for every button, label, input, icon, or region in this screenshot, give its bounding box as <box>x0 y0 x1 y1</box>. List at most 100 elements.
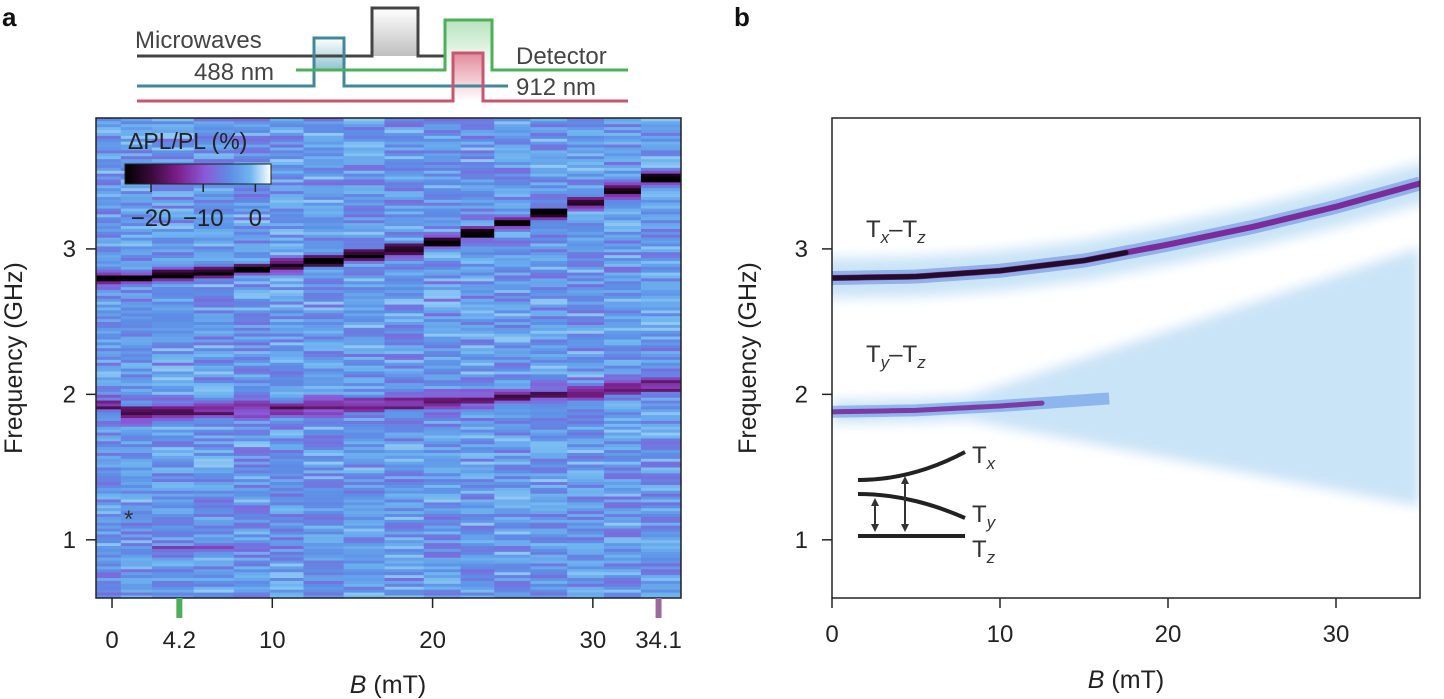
heatmap-cell <box>604 362 642 366</box>
heatmap-cell <box>96 391 122 395</box>
heatmap-cell <box>604 211 642 215</box>
heatmap-cell <box>460 286 495 291</box>
heatmap-cell <box>193 295 235 299</box>
heatmap-cell <box>384 286 425 291</box>
heatmap-cell <box>460 362 495 366</box>
heatmap-cell <box>233 321 271 325</box>
heatmap-cell <box>530 382 568 387</box>
heatmap-cell <box>604 339 642 343</box>
heatmap-cell <box>343 379 385 384</box>
heatmap-cell <box>193 388 235 392</box>
heatmap-cell <box>152 475 195 480</box>
heatmap-cell <box>460 493 495 497</box>
heatmap-cell <box>494 344 531 349</box>
heatmap-cell <box>303 362 345 366</box>
heatmap-cell <box>604 542 642 547</box>
heatmap-cell <box>423 371 462 375</box>
heatmap-cell <box>343 496 385 500</box>
heatmap-cell <box>460 554 495 558</box>
heatmap-cell <box>152 583 195 587</box>
heatmap-cell <box>343 464 385 468</box>
heatmap-cell <box>303 382 345 387</box>
heatmap-cell <box>567 376 605 381</box>
heatmap-cell <box>460 208 495 212</box>
heatmap-cell <box>303 589 345 593</box>
heatmap-cell <box>604 286 642 291</box>
heatmap-cell <box>96 414 122 419</box>
heatmap-cell <box>384 251 425 256</box>
heatmap-cell <box>152 397 195 401</box>
heatmap-cell <box>460 339 495 343</box>
heatmap-cell <box>494 356 531 360</box>
heatmap-cell <box>96 272 122 276</box>
heatmap-cell <box>152 376 195 381</box>
heatmap-cell <box>152 388 195 392</box>
heatmap-cell <box>423 408 462 413</box>
heatmap-cell <box>567 554 605 558</box>
heatmap-cell <box>269 307 304 311</box>
heatmap-cell <box>494 211 531 215</box>
heatmap-cell <box>233 548 271 552</box>
heatmap-cell <box>604 176 642 180</box>
heatmap-cell <box>303 536 345 541</box>
heatmap-cell <box>96 568 122 573</box>
heatmap-cell <box>152 490 195 494</box>
heatmap-cell <box>604 152 642 157</box>
heatmap-cell <box>193 234 235 238</box>
heatmap-cell <box>384 161 425 165</box>
heatmap-cell <box>120 251 153 256</box>
heatmap-cell <box>152 211 195 215</box>
heatmap-cell <box>96 490 122 494</box>
heatmap-cell <box>640 470 681 474</box>
heatmap-cell <box>96 339 122 343</box>
heatmap-cell <box>120 155 153 160</box>
heatmap-cell <box>269 568 304 573</box>
heatmap-cell <box>494 423 531 427</box>
heatmap-cell <box>193 344 235 349</box>
heatmap-cell <box>96 522 122 526</box>
heatmap-cell <box>640 429 681 433</box>
heatmap-cell <box>343 138 385 142</box>
heatmap-cell <box>384 135 425 139</box>
heatmap-cell <box>384 243 425 247</box>
heatmap-cell <box>567 123 605 128</box>
heatmap-cell <box>460 269 495 273</box>
heatmap-cell <box>193 568 235 573</box>
heatmap-cell <box>494 429 531 433</box>
tytz-branch <box>832 400 1045 415</box>
heatmap-cell <box>384 379 425 384</box>
heatmap-cell <box>96 481 122 485</box>
heatmap-cell <box>494 170 531 174</box>
heatmap-cell <box>460 551 495 555</box>
heatmap-cell <box>233 333 271 337</box>
heatmap-cell <box>343 286 385 291</box>
heatmap-cell <box>423 118 462 122</box>
heatmap-cell <box>233 196 271 200</box>
heatmap-cell <box>604 374 642 378</box>
heatmap-cell <box>423 179 462 183</box>
heatmap-cell <box>343 301 385 305</box>
heatmap-cell <box>303 304 345 308</box>
heatmap-cell <box>384 278 425 282</box>
heatmap-cell <box>193 493 235 497</box>
heatmap-cell <box>269 496 304 500</box>
heatmap-cell <box>384 536 425 541</box>
heatmap-cell <box>530 144 568 148</box>
heatmap-cell <box>494 350 531 355</box>
heatmap-cell <box>567 504 605 509</box>
heatmap-cell <box>423 336 462 340</box>
heatmap-cell <box>152 414 195 419</box>
heatmap-cell <box>494 411 531 416</box>
heatmap-cell <box>269 484 304 488</box>
heatmap-cell <box>120 129 153 133</box>
heatmap-cell <box>193 205 235 209</box>
heatmap-cell <box>343 135 385 139</box>
heatmap-cell <box>269 403 304 407</box>
heatmap-cell <box>233 574 271 579</box>
heatmap-cell <box>567 118 605 122</box>
heatmap-cell <box>423 211 462 215</box>
heatmap-cell <box>530 391 568 395</box>
heatmap-cell <box>120 443 153 448</box>
heatmap-cell <box>423 347 462 352</box>
heatmap-cell <box>460 571 495 576</box>
